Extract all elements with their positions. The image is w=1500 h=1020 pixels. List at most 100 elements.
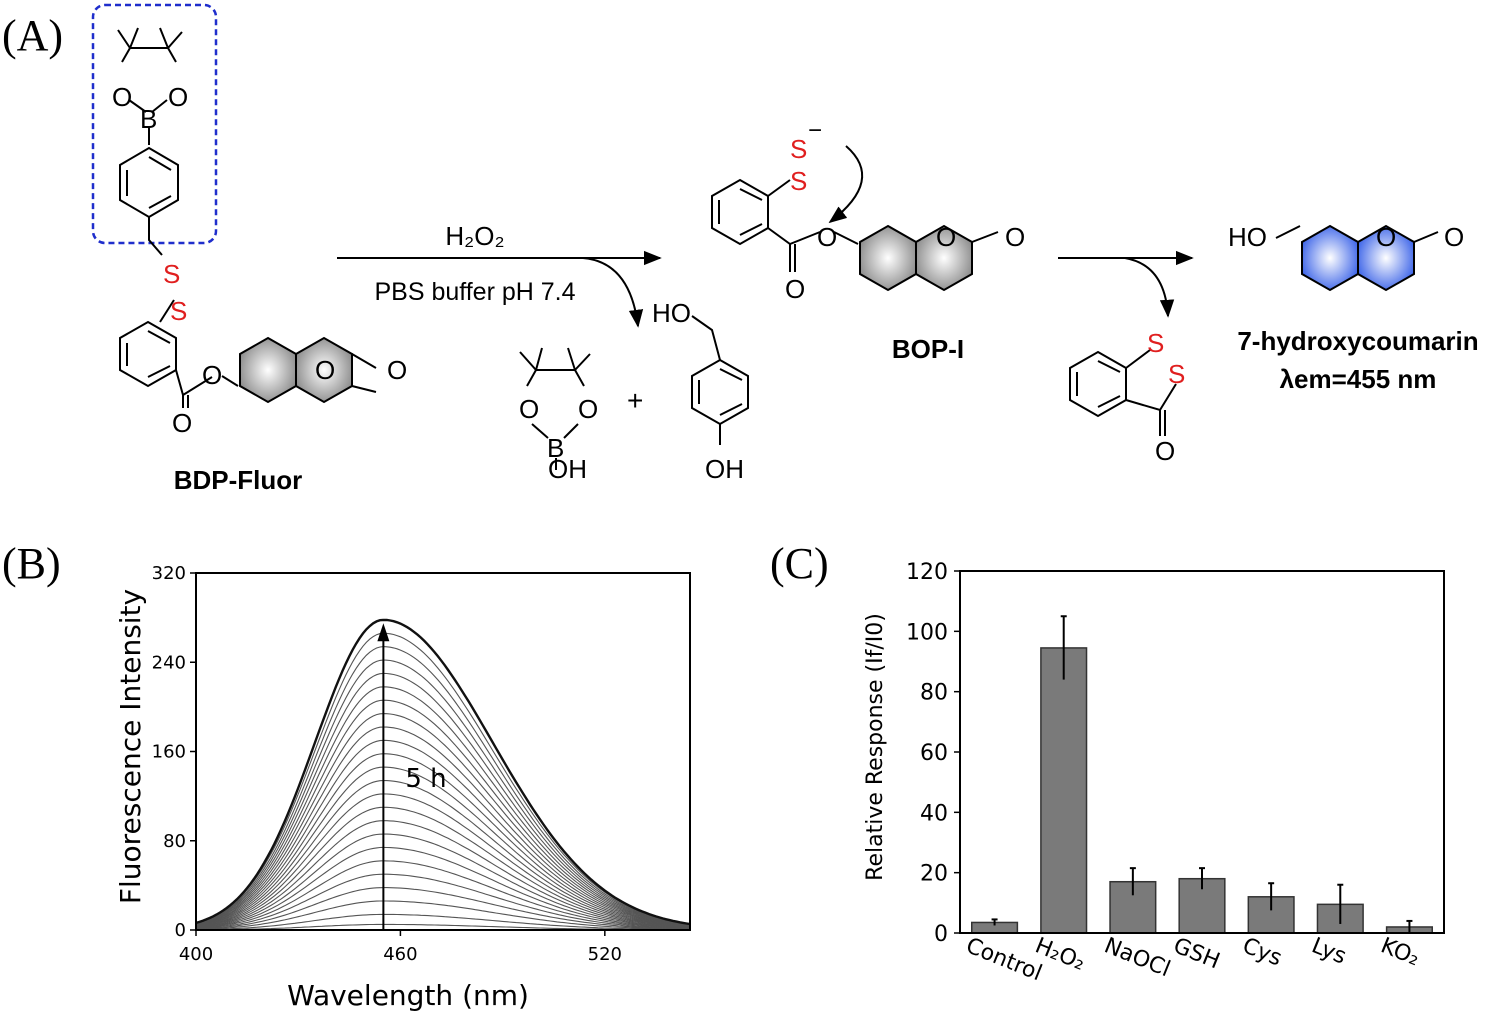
spectrum-line xyxy=(195,713,691,927)
y-tick-label: 120 xyxy=(906,560,948,585)
category-label: Lys xyxy=(1308,933,1350,969)
spectrum-line xyxy=(195,618,691,926)
panel-a: (A) O O B S xyxy=(2,3,1479,495)
svg-text:S: S xyxy=(790,166,807,196)
x-tick-label: 520 xyxy=(588,944,622,965)
spectrum-line xyxy=(195,659,691,926)
svg-text:O: O xyxy=(1005,222,1025,252)
bdp-fluor-structure xyxy=(117,27,377,408)
category-label: Cys xyxy=(1239,933,1285,971)
y-tick-label: 240 xyxy=(152,652,186,673)
svg-text:S: S xyxy=(1168,359,1185,389)
y-tick-label: 0 xyxy=(175,920,186,941)
svg-text:O: O xyxy=(387,355,407,385)
product-ho: HO xyxy=(1228,222,1267,252)
panel-c-label: (C) xyxy=(770,539,829,588)
category-label: Control xyxy=(962,933,1045,986)
svg-text:S: S xyxy=(1147,328,1164,358)
reagent-h2o2: H₂O₂ xyxy=(445,221,504,251)
svg-text:−: − xyxy=(808,117,822,144)
spectrum-line xyxy=(195,766,691,928)
reaction-arrow-2 xyxy=(1058,250,1194,318)
reaction-arrow-1 xyxy=(337,250,662,328)
svg-text:S: S xyxy=(170,296,187,326)
svg-text:O: O xyxy=(112,82,132,112)
svg-text:O: O xyxy=(936,222,956,252)
spectrum-line xyxy=(195,887,691,930)
svg-text:O: O xyxy=(817,222,837,252)
spectrum-line xyxy=(195,779,691,928)
spectrum-line xyxy=(195,846,691,929)
y-axis-title: Fluorescence Intensity xyxy=(114,589,147,904)
bdp-fluor-atoms: O O B S S O O O O xyxy=(112,82,407,438)
svg-text:O: O xyxy=(519,394,539,424)
svg-text:O: O xyxy=(168,82,188,112)
byproduct-boronate-oh: OH xyxy=(548,454,587,484)
category-label: NaOCl xyxy=(1101,933,1174,982)
hydroxybenzyl-alcohol-byproduct xyxy=(691,315,749,445)
benzyl-ho: HO xyxy=(652,298,691,328)
spectrum-line xyxy=(195,793,691,928)
category-label: KO₂ xyxy=(1377,933,1423,971)
spectrum-line xyxy=(195,873,691,930)
y-tick-label: 80 xyxy=(163,831,186,852)
svg-text:B: B xyxy=(547,433,564,463)
svg-text:O: O xyxy=(172,408,192,438)
y-tick-label: 20 xyxy=(920,862,948,887)
svg-text:S: S xyxy=(790,134,807,164)
time-annotation: 5 h xyxy=(405,764,446,794)
phenol-oh: OH xyxy=(705,454,744,484)
y-tick-label: 320 xyxy=(152,563,186,584)
spectrum-line xyxy=(195,646,691,926)
x-tick-label: 460 xyxy=(383,944,417,965)
boronate-highlight-box xyxy=(91,3,218,245)
bdp-fluor-name: BDP-Fluor xyxy=(174,465,303,495)
spectrum-line xyxy=(195,686,691,926)
svg-text:O: O xyxy=(785,274,805,304)
spectrum-line xyxy=(195,699,691,927)
svg-text:O: O xyxy=(578,394,598,424)
svg-text:O: O xyxy=(202,360,222,390)
spectrum-line xyxy=(195,632,691,925)
panel-b-label: (B) xyxy=(2,539,61,588)
bar xyxy=(1040,647,1088,934)
y-tick-label: 100 xyxy=(906,620,948,645)
benzodithiolone-byproduct xyxy=(1069,349,1177,436)
x-axis-title: Wavelength (nm) xyxy=(287,979,529,1012)
spectrum-line xyxy=(195,860,691,930)
spectrum-line xyxy=(195,726,691,927)
reagent-buffer: PBS buffer pH 7.4 xyxy=(374,278,575,306)
y-tick-label: 40 xyxy=(920,801,948,826)
svg-text:B: B xyxy=(140,104,157,134)
y-tick-label: 80 xyxy=(920,681,948,706)
fluorescence-spectra-chart: 0 80 160 240 320 400 460 520 Wavelength (nm) Fluo… xyxy=(114,563,691,1012)
pinacol-boronate-byproduct xyxy=(519,347,591,470)
panel-b: (B) 0 80 160 240 320 400 460 520 Wavelength (nm)… xyxy=(2,539,691,1012)
spectrum-line xyxy=(195,672,691,926)
spectrum-line xyxy=(195,806,691,929)
spectrum-line xyxy=(196,913,690,931)
panel-a-label: (A) xyxy=(2,11,63,60)
y-tick-label: 160 xyxy=(152,742,186,763)
plus-sign: + xyxy=(627,385,643,416)
spectrum-line xyxy=(195,820,691,929)
y-tick-label: 0 xyxy=(934,922,948,947)
spectrum-line xyxy=(195,753,691,928)
svg-text:S: S xyxy=(163,259,180,289)
category-label: GSH xyxy=(1170,933,1223,974)
product-emission: λem=455 nm xyxy=(1280,364,1437,394)
svg-text:O: O xyxy=(1444,222,1464,252)
svg-text:O: O xyxy=(315,355,335,385)
time-arrow-head xyxy=(377,623,390,642)
bop-i-name: BOP-I xyxy=(892,334,964,364)
hydroxycoumarin-structure xyxy=(1275,224,1439,292)
spectrum-line xyxy=(195,739,691,927)
x-tick-label: 400 xyxy=(179,944,213,965)
svg-text:O: O xyxy=(1155,436,1175,466)
y-axis-title: Relative Response (If/I0) xyxy=(863,613,888,881)
y-tick-label: 60 xyxy=(920,741,948,766)
spectrum-line xyxy=(195,833,691,929)
